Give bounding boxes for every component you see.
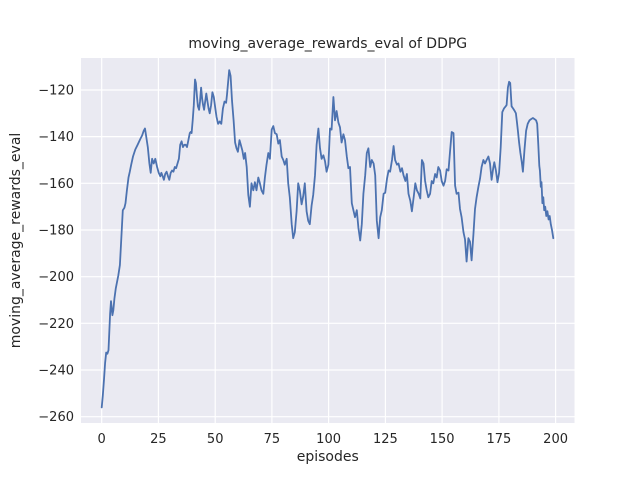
x-tick-label: 100: [316, 432, 341, 447]
y-tick-label: −140: [38, 130, 74, 145]
x-tick-label: 150: [430, 432, 455, 447]
y-tick-label: −200: [38, 270, 74, 285]
x-axis-tick-labels: 0 25 50 75 100 125 150 175 200: [98, 432, 568, 447]
y-axis-label: moving_average_rewards_eval: [8, 133, 24, 349]
chart-title: moving_average_rewards_eval of DDPG: [188, 36, 467, 52]
y-axis-tick-labels: −120 −140 −160 −180 −200 −220 −240 −260: [38, 84, 74, 426]
plot-area: [81, 58, 575, 423]
x-tick-label: 200: [543, 432, 568, 447]
x-tick-label: 25: [150, 432, 167, 447]
x-tick-label: 125: [373, 432, 398, 447]
y-tick-label: −240: [38, 364, 74, 379]
x-tick-label: 75: [264, 432, 281, 447]
y-tick-label: −160: [38, 177, 74, 192]
gridlines: [81, 58, 575, 423]
y-tick-label: −220: [38, 317, 74, 332]
x-tick-label: 50: [207, 432, 224, 447]
x-tick-label: 175: [486, 432, 511, 447]
x-tick-label: 0: [98, 432, 106, 447]
y-tick-label: −260: [38, 410, 74, 425]
y-tick-label: −180: [38, 224, 74, 239]
reward-line-series: [100, 69, 555, 409]
x-axis-label: episodes: [297, 449, 359, 465]
y-tick-label: −120: [38, 84, 74, 99]
